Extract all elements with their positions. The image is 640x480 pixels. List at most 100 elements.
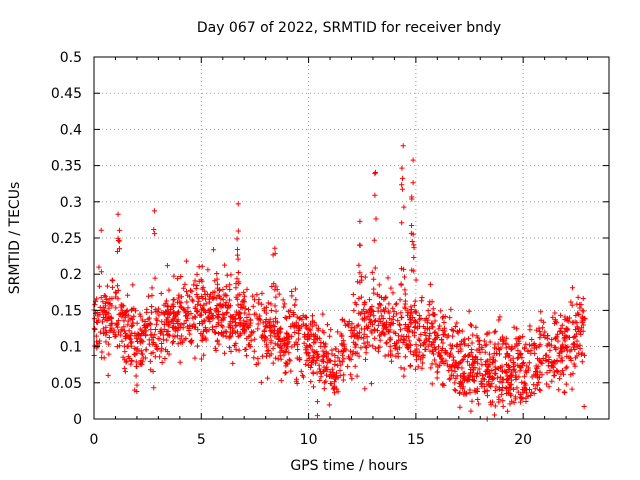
data-point	[241, 293, 248, 299]
data-point	[521, 373, 528, 379]
data-point	[96, 264, 102, 270]
data-point	[320, 348, 326, 354]
data-point	[496, 399, 502, 405]
data-point	[149, 293, 155, 299]
data-point	[295, 336, 302, 342]
data-point	[398, 266, 405, 272]
data-point	[432, 312, 438, 318]
data-point	[363, 350, 369, 356]
data-point	[258, 334, 265, 340]
data-point	[372, 265, 378, 271]
data-point	[467, 387, 473, 393]
data-point	[93, 333, 99, 339]
data-point	[385, 275, 391, 281]
data-point	[508, 357, 514, 363]
data-point	[329, 366, 335, 372]
data-point	[295, 346, 301, 353]
data-point	[341, 356, 347, 362]
data-point	[499, 387, 505, 393]
data-point	[499, 368, 505, 374]
data-point	[466, 362, 473, 368]
data-point	[234, 276, 240, 282]
data-point	[444, 334, 450, 340]
data-point	[183, 289, 190, 295]
data-point	[199, 305, 205, 311]
data-point	[97, 329, 104, 335]
data-point	[114, 248, 121, 255]
data-point	[201, 318, 207, 324]
data-point	[441, 360, 447, 367]
data-point	[174, 333, 181, 339]
data-point	[176, 292, 182, 298]
data-point	[362, 274, 368, 280]
data-point	[139, 351, 145, 357]
data-point	[397, 297, 403, 303]
data-point	[357, 270, 363, 276]
data-point	[219, 303, 225, 309]
data-point	[397, 327, 404, 333]
data-point	[122, 365, 128, 371]
data-point	[312, 360, 319, 366]
data-point	[553, 346, 559, 353]
gridlines	[94, 57, 609, 419]
data-point	[348, 327, 354, 334]
data-point	[354, 323, 360, 329]
data-point	[427, 281, 434, 287]
data-point	[481, 376, 487, 383]
data-point	[491, 329, 498, 335]
data-point	[182, 281, 188, 287]
data-point	[416, 336, 422, 342]
data-point	[422, 341, 428, 347]
data-point	[537, 335, 543, 341]
data-point	[241, 289, 247, 295]
data-point	[575, 294, 581, 300]
data-point	[255, 356, 261, 362]
data-point	[479, 344, 485, 350]
data-point	[305, 362, 312, 368]
data-point	[176, 324, 182, 330]
data-point	[356, 330, 363, 336]
data-point	[527, 392, 533, 399]
data-point	[567, 355, 574, 361]
data-point	[101, 292, 107, 299]
data-point	[366, 307, 373, 313]
data-point	[395, 318, 401, 324]
data-point	[427, 348, 433, 354]
data-point	[234, 296, 240, 302]
data-point	[349, 376, 355, 382]
data-point	[557, 350, 563, 357]
data-point	[357, 218, 363, 224]
data-point	[255, 321, 261, 327]
data-point	[486, 351, 493, 357]
data-point	[286, 339, 292, 345]
data-point	[226, 324, 232, 330]
data-point	[234, 236, 240, 242]
data-point	[372, 171, 378, 177]
data-point	[160, 332, 166, 338]
x-tick-label: 0	[90, 432, 99, 448]
data-point	[341, 318, 348, 324]
data-point	[444, 362, 451, 368]
data-point	[499, 363, 505, 369]
data-point	[358, 294, 365, 300]
data-point	[471, 378, 477, 384]
data-point	[558, 325, 564, 331]
data-point	[393, 341, 400, 347]
data-point	[132, 308, 139, 314]
data-point	[474, 386, 480, 392]
data-point	[407, 362, 414, 369]
data-point	[102, 300, 108, 306]
data-point	[314, 370, 320, 376]
data-point	[148, 350, 154, 356]
data-point	[539, 372, 545, 378]
data-point	[220, 297, 226, 303]
data-point	[361, 331, 367, 337]
data-point	[215, 292, 221, 298]
data-point	[113, 290, 119, 296]
data-point	[193, 285, 199, 292]
data-point	[406, 338, 412, 344]
data-point	[351, 308, 357, 314]
data-point	[147, 358, 153, 364]
data-point	[306, 326, 312, 332]
data-point	[272, 303, 278, 309]
